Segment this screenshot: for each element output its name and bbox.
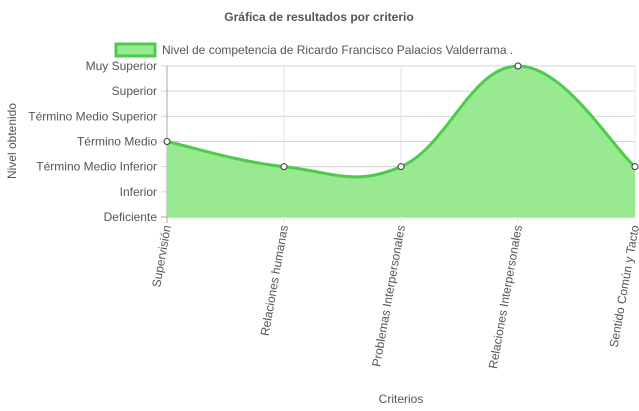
- data-point[interactable]: [397, 163, 405, 171]
- y-tick-label: Término Medio: [77, 135, 157, 149]
- plot-area: [163, 62, 639, 217]
- x-axis-title: Criterios: [379, 392, 424, 406]
- data-point[interactable]: [163, 138, 171, 145]
- y-tick-label: Deficiente: [104, 210, 158, 224]
- x-tick-label: Sentido Común y Tacto: [607, 224, 639, 349]
- y-tick-label: Inferior: [120, 185, 157, 199]
- y-tick-label: Término Medio Inferior: [36, 160, 157, 174]
- y-axis-ticks: Deficiente Inferior Término Medio Inferior…: [28, 59, 157, 224]
- legend[interactable]: Nivel de competencia de Ricardo Francisc…: [114, 42, 513, 58]
- legend-label[interactable]: Nivel de competencia de Ricardo Francisc…: [162, 43, 513, 57]
- series-line: [166, 64, 636, 179]
- x-axis-ticks: Supervisión Relaciones humanas Problemas I…: [149, 224, 639, 370]
- y-tick-label: Término Medio Superior: [28, 109, 157, 123]
- chart-title: Gráfica de resultados por criterio: [224, 10, 413, 24]
- legend-swatch[interactable]: [114, 42, 157, 58]
- y-tick-label: Muy Superior: [86, 59, 157, 73]
- x-tick-label: Relaciones humanas: [258, 224, 291, 337]
- series-area: [167, 66, 635, 217]
- x-tick-label: Relaciones Interpersonales: [486, 224, 525, 370]
- y-tick-label: Superior: [112, 84, 157, 98]
- data-point[interactable]: [280, 163, 288, 171]
- x-tick-label: Supervisión: [149, 224, 174, 288]
- y-axis-title: Nivel obtenido: [5, 103, 19, 179]
- data-point[interactable]: [631, 163, 639, 171]
- x-tick-label: Problemas Interpersonales: [369, 224, 408, 368]
- data-point[interactable]: [514, 62, 522, 70]
